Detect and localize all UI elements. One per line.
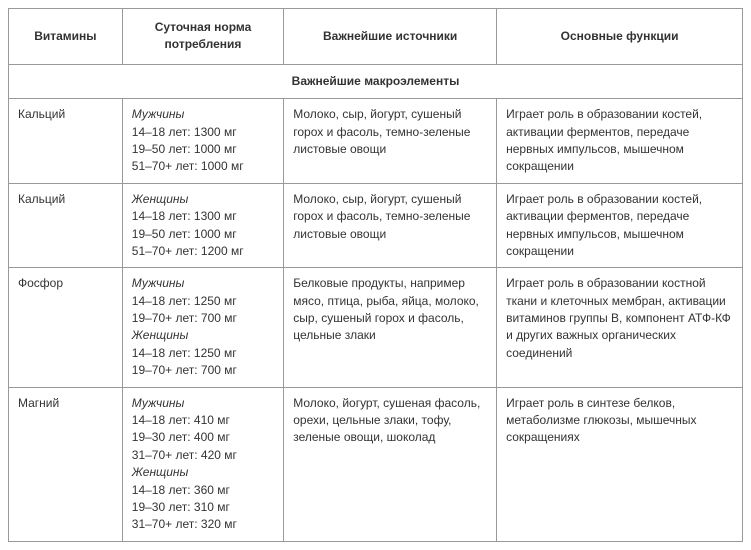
header-sources: Важнейшие источники <box>284 9 497 65</box>
table-row: Фосфор Мужчины 14–18 лет: 1250 мг 19–70+… <box>9 268 743 387</box>
dose-group-label: Женщины <box>132 465 189 479</box>
dose-line: 19–70+ лет: 700 мг <box>132 363 237 377</box>
cell-functions: Играет роль в образовании костей, актива… <box>497 183 743 268</box>
header-vitamins: Витамины <box>9 9 123 65</box>
cell-dose: Мужчины 14–18 лет: 1300 мг 19–50 лет: 10… <box>122 99 283 184</box>
dose-line: 51–70+ лет: 1200 мг <box>132 244 244 258</box>
cell-functions: Играет роль в образовании костей, актива… <box>497 99 743 184</box>
header-functions: Основные функции <box>497 9 743 65</box>
table-row: Кальций Женщины 14–18 лет: 1300 мг 19–50… <box>9 183 743 268</box>
dose-line: 14–18 лет: 1300 мг <box>132 125 237 139</box>
cell-sources: Молоко, сыр, йогурт, сушеный горох и фас… <box>284 99 497 184</box>
dose-group-label: Мужчины <box>132 276 185 290</box>
section-title: Важнейшие макроэлементы <box>9 64 743 98</box>
dose-group-label: Женщины <box>132 328 189 342</box>
section-row: Важнейшие макроэлементы <box>9 64 743 98</box>
dose-line: 19–70+ лет: 700 мг <box>132 311 237 325</box>
dose-line: 14–18 лет: 1300 мг <box>132 209 237 223</box>
cell-name: Магний <box>9 387 123 541</box>
table-header-row: Витамины Суточная норма потребления Важн… <box>9 9 743 65</box>
cell-dose: Мужчины 14–18 лет: 410 мг 19–30 лет: 400… <box>122 387 283 541</box>
dose-line: 19–30 лет: 310 мг <box>132 500 230 514</box>
dose-group-label: Женщины <box>132 192 189 206</box>
dose-line: 14–18 лет: 1250 мг <box>132 294 237 308</box>
dose-line: 19–50 лет: 1000 мг <box>132 227 237 241</box>
cell-sources: Белковые продукты, например мясо, птица,… <box>284 268 497 387</box>
dose-group-label: Мужчины <box>132 396 185 410</box>
cell-sources: Молоко, сыр, йогурт, сушеный горох и фас… <box>284 183 497 268</box>
dose-line: 31–70+ лет: 320 мг <box>132 517 237 531</box>
dose-line: 14–18 лет: 410 мг <box>132 413 230 427</box>
dose-line: 51–70+ лет: 1000 мг <box>132 159 244 173</box>
cell-name: Кальций <box>9 99 123 184</box>
dose-group-label: Мужчины <box>132 107 185 121</box>
table-row: Кальций Мужчины 14–18 лет: 1300 мг 19–50… <box>9 99 743 184</box>
nutrients-table: Витамины Суточная норма потребления Важн… <box>8 8 743 542</box>
dose-line: 14–18 лет: 360 мг <box>132 483 230 497</box>
cell-functions: Играет роль в синтезе белков, метаболизм… <box>497 387 743 541</box>
cell-name: Кальций <box>9 183 123 268</box>
dose-line: 31–70+ лет: 420 мг <box>132 448 237 462</box>
cell-dose: Мужчины 14–18 лет: 1250 мг 19–70+ лет: 7… <box>122 268 283 387</box>
table-row: Магний Мужчины 14–18 лет: 410 мг 19–30 л… <box>9 387 743 541</box>
cell-sources: Молоко, йогурт, сушеная фасоль, орехи, ц… <box>284 387 497 541</box>
cell-dose: Женщины 14–18 лет: 1300 мг 19–50 лет: 10… <box>122 183 283 268</box>
dose-line: 19–30 лет: 400 мг <box>132 430 230 444</box>
dose-line: 14–18 лет: 1250 мг <box>132 346 237 360</box>
cell-functions: Играет роль в образовании костной ткани … <box>497 268 743 387</box>
cell-name: Фосфор <box>9 268 123 387</box>
dose-line: 19–50 лет: 1000 мг <box>132 142 237 156</box>
header-daily-intake: Суточная норма потребления <box>122 9 283 65</box>
